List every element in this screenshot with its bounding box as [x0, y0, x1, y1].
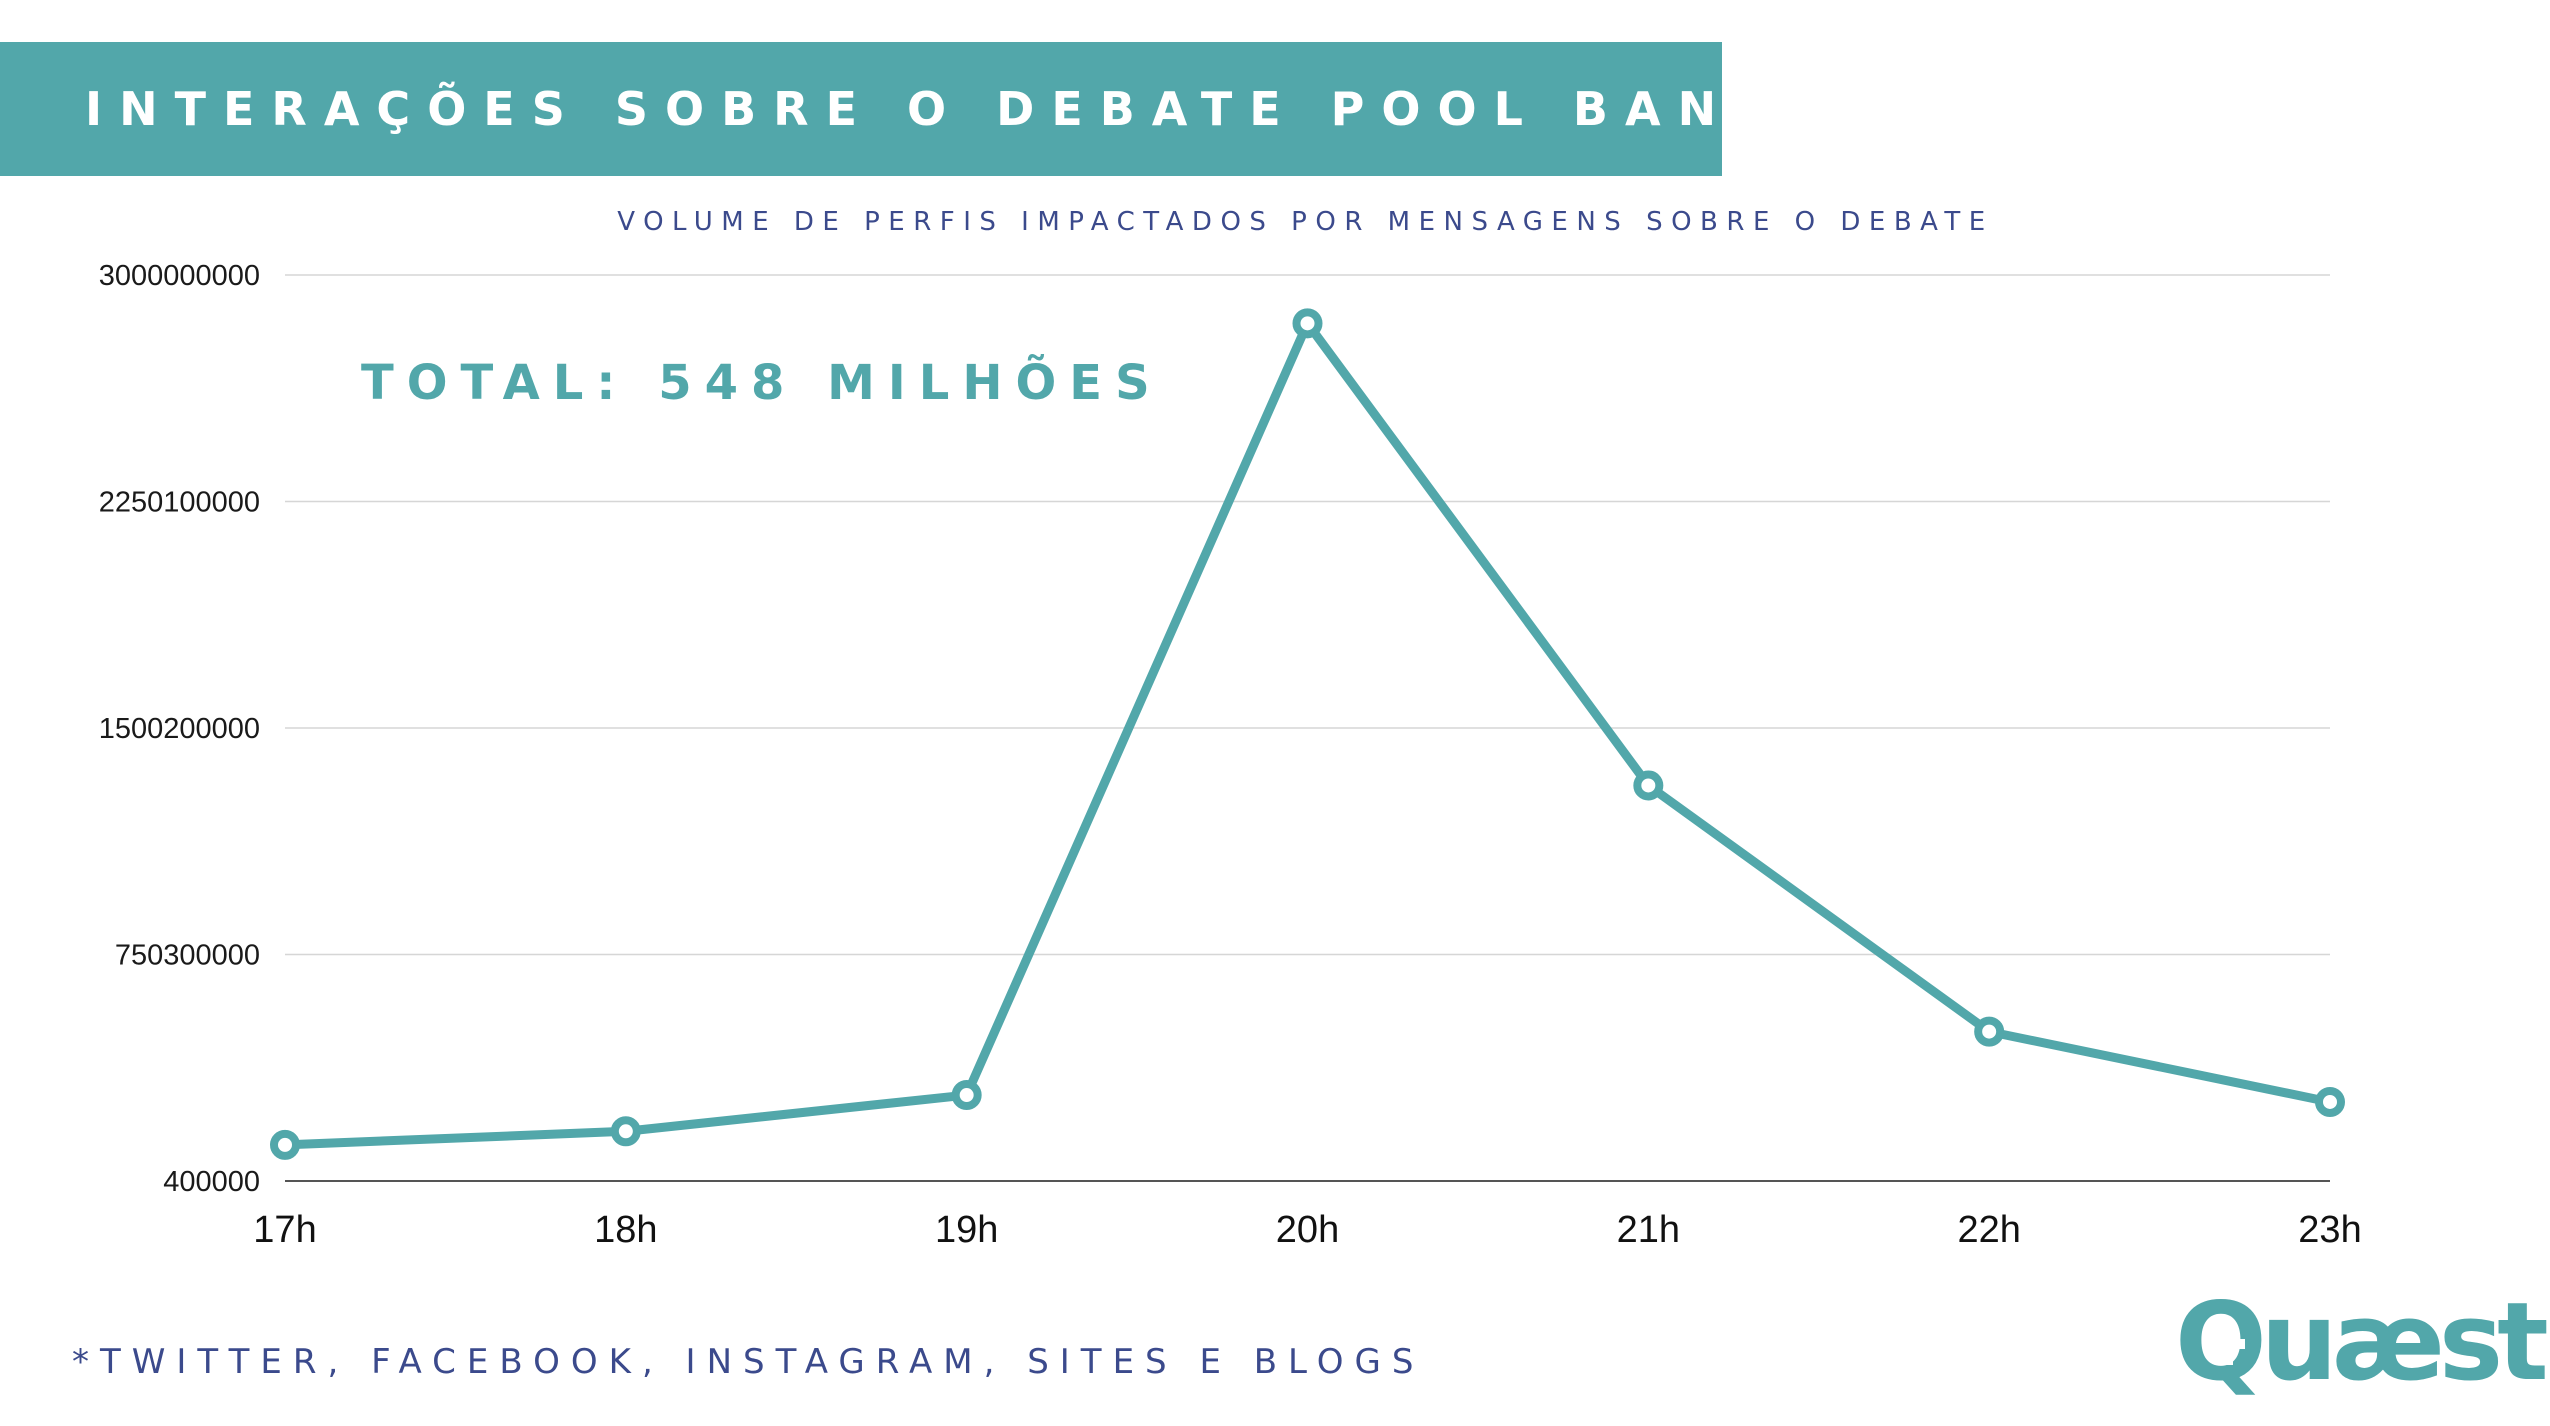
y-tick-label: 3000000000: [99, 260, 260, 292]
data-point: [1974, 1016, 2005, 1047]
title-banner: INTERAÇÕES SOBRE O DEBATE POOL BAND: [0, 42, 1771, 176]
logo-squares-icon: [2205, 1319, 2245, 1365]
data-point: [270, 1129, 300, 1160]
source-footnote: *TWITTER, FACEBOOK, INSTAGRAM, SITES E B…: [72, 1342, 1425, 1382]
data-point: [610, 1116, 641, 1147]
gridlines: [285, 274, 2330, 1182]
y-tick-label: 400000: [163, 1166, 260, 1198]
total-label: TOTAL: 548 MILHÕES: [361, 355, 1163, 411]
data-point: [951, 1080, 982, 1111]
chart-subtitle: VOLUME DE PERFIS IMPACTADOS POR MENSAGEN…: [617, 207, 1994, 237]
y-axis-ticks: 3000000000 2250100000 1500200000 750300000 4…: [99, 260, 260, 1198]
x-tick-label: 22h: [1957, 1209, 2020, 1251]
x-tick-label: 20h: [1276, 1209, 1339, 1251]
chart-main-title: INTERAÇÕES SOBRE O DEBATE POOL BAND: [85, 82, 1789, 136]
x-tick-label: 17h: [253, 1209, 316, 1251]
x-axis-ticks: 17h 18h 19h 20h 21h 22h 23h: [253, 1209, 2361, 1251]
data-point: [1633, 770, 1664, 801]
series-line-path: [280, 318, 2335, 1150]
series-points: [270, 308, 2345, 1160]
y-tick-label: 750300000: [115, 940, 260, 972]
x-tick-label: 21h: [1617, 1209, 1680, 1251]
x-tick-label: 19h: [935, 1209, 998, 1251]
data-point: [1292, 308, 1323, 339]
data-point: [2315, 1086, 2345, 1117]
series-line: [280, 318, 2335, 1150]
y-tick-label: 1500200000: [99, 713, 260, 745]
quaest-logo: Quæst: [2175, 1283, 2549, 1403]
y-tick-label: 2250100000: [99, 487, 260, 519]
x-tick-label: 23h: [2298, 1209, 2361, 1251]
x-tick-label: 18h: [594, 1209, 657, 1251]
